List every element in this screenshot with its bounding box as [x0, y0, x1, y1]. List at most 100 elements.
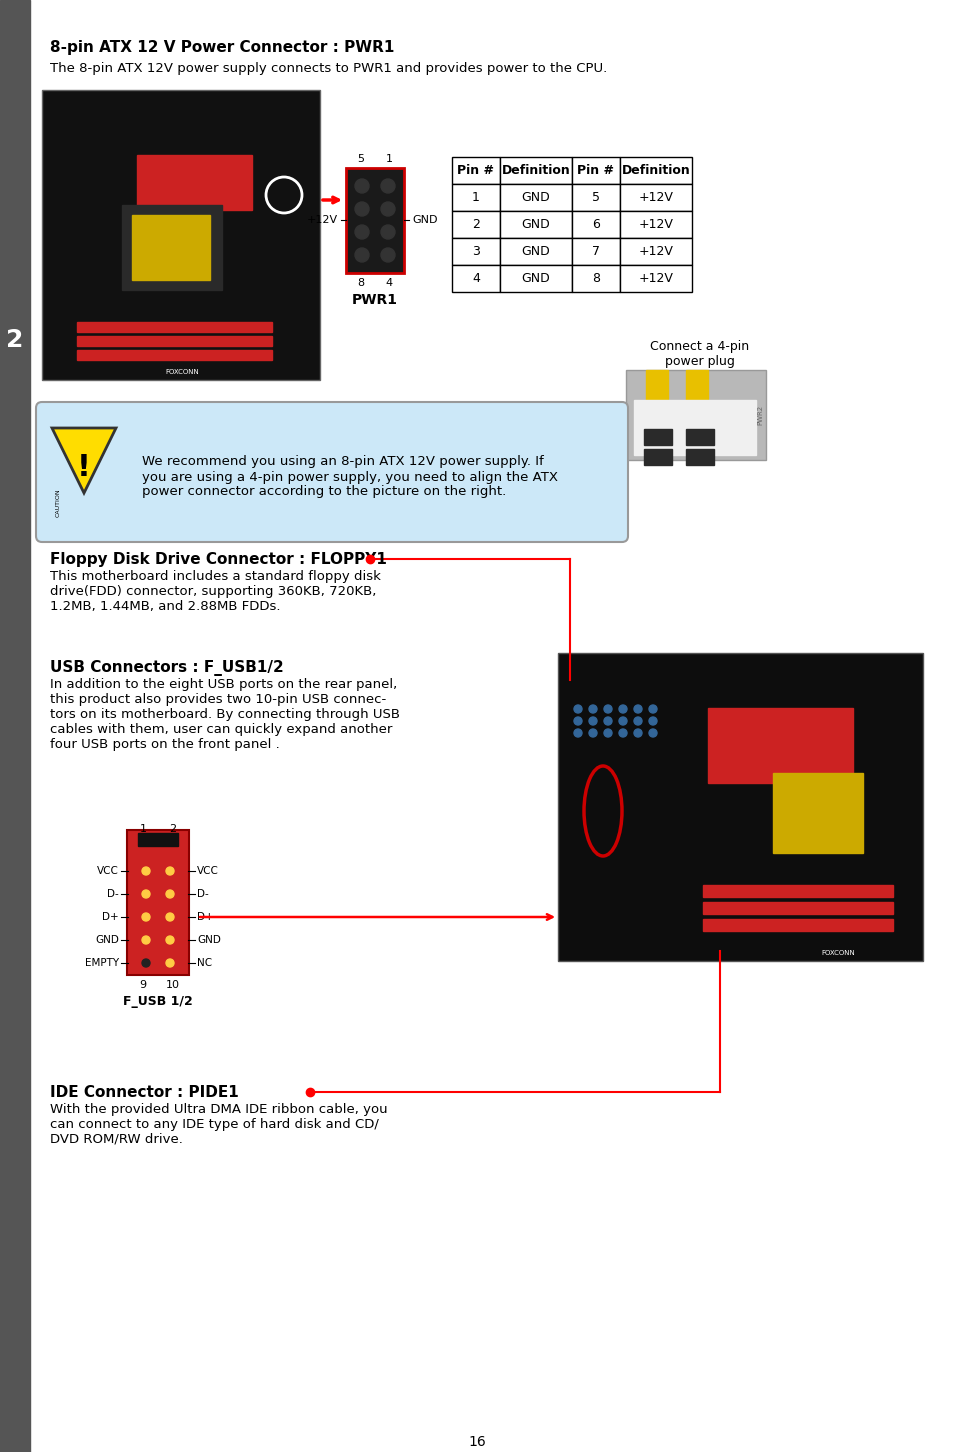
- Circle shape: [574, 717, 581, 725]
- Bar: [572, 238, 619, 266]
- Text: Pin #: Pin #: [457, 164, 494, 177]
- Circle shape: [142, 890, 150, 897]
- Text: Definition: Definition: [501, 164, 570, 177]
- Circle shape: [166, 890, 173, 897]
- Text: 7: 7: [592, 245, 599, 258]
- Circle shape: [142, 913, 150, 921]
- Circle shape: [634, 706, 641, 713]
- Text: D-: D-: [196, 889, 209, 899]
- Bar: [127, 831, 189, 974]
- Circle shape: [634, 717, 641, 725]
- Text: Definition: Definition: [621, 164, 690, 177]
- Text: +12V: +12V: [638, 192, 673, 203]
- Circle shape: [574, 706, 581, 713]
- Text: Pin #: Pin #: [577, 164, 614, 177]
- Text: 10: 10: [166, 980, 180, 990]
- Circle shape: [588, 717, 597, 725]
- Bar: [702, 886, 892, 897]
- Circle shape: [355, 225, 369, 240]
- Text: PWR1: PWR1: [352, 293, 397, 306]
- Bar: [499, 211, 572, 238]
- Text: GND: GND: [196, 935, 221, 945]
- Text: 2: 2: [472, 218, 479, 231]
- Circle shape: [648, 717, 657, 725]
- Text: 5: 5: [357, 154, 364, 164]
- Bar: [643, 449, 671, 465]
- Text: GND: GND: [412, 215, 437, 225]
- Circle shape: [603, 729, 612, 738]
- Text: EMPTY: EMPTY: [85, 958, 119, 968]
- Circle shape: [618, 706, 626, 713]
- Circle shape: [166, 867, 173, 876]
- Bar: [452, 238, 499, 266]
- Circle shape: [142, 867, 150, 876]
- Bar: [122, 205, 222, 290]
- Bar: [132, 215, 210, 280]
- Text: 9: 9: [139, 980, 147, 990]
- Circle shape: [380, 202, 395, 216]
- Text: PWR2: PWR2: [757, 405, 762, 425]
- Bar: [452, 184, 499, 211]
- Text: IDE Connector : PIDE1: IDE Connector : PIDE1: [50, 1085, 238, 1101]
- Text: 5: 5: [592, 192, 599, 203]
- Bar: [572, 184, 619, 211]
- Text: !: !: [77, 453, 91, 482]
- Circle shape: [142, 937, 150, 944]
- Circle shape: [355, 248, 369, 261]
- Bar: [452, 211, 499, 238]
- Text: With the provided Ultra DMA IDE ribbon cable, you
can connect to any IDE type of: With the provided Ultra DMA IDE ribbon c…: [50, 1104, 387, 1146]
- Text: D+: D+: [196, 912, 213, 922]
- Text: +12V: +12V: [307, 215, 337, 225]
- Text: 8: 8: [357, 277, 364, 287]
- Circle shape: [166, 937, 173, 944]
- Bar: [625, 370, 765, 460]
- Text: GND: GND: [521, 272, 550, 285]
- Bar: [77, 350, 272, 360]
- Text: GND: GND: [95, 935, 119, 945]
- Bar: [572, 157, 619, 184]
- Text: In addition to the eight USB ports on the rear panel,
this product also provides: In addition to the eight USB ports on th…: [50, 678, 399, 751]
- Bar: [0, 0, 30, 1452]
- Bar: [619, 266, 691, 292]
- Text: 16: 16: [468, 1435, 485, 1449]
- Text: This motherboard includes a standard floppy disk
drive(FDD) connector, supportin: This motherboard includes a standard flo…: [50, 571, 380, 613]
- Bar: [643, 428, 671, 444]
- Text: 4: 4: [385, 277, 392, 287]
- Bar: [619, 211, 691, 238]
- Circle shape: [603, 717, 612, 725]
- Bar: [452, 266, 499, 292]
- Bar: [138, 833, 178, 847]
- Circle shape: [648, 706, 657, 713]
- Bar: [572, 211, 619, 238]
- Bar: [645, 370, 667, 405]
- Bar: [137, 155, 252, 211]
- Bar: [634, 399, 755, 454]
- Text: GND: GND: [521, 192, 550, 203]
- Text: 6: 6: [592, 218, 599, 231]
- Bar: [499, 238, 572, 266]
- Bar: [499, 266, 572, 292]
- Circle shape: [588, 729, 597, 738]
- Text: FOXCONN: FOXCONN: [165, 369, 198, 375]
- Circle shape: [618, 717, 626, 725]
- Text: +12V: +12V: [638, 245, 673, 258]
- Text: 4: 4: [472, 272, 479, 285]
- Text: 1: 1: [139, 823, 147, 833]
- Circle shape: [574, 729, 581, 738]
- Bar: [77, 335, 272, 346]
- Text: +12V: +12V: [638, 218, 673, 231]
- Text: 2: 2: [170, 823, 176, 833]
- Circle shape: [648, 729, 657, 738]
- Text: FOXCONN: FOXCONN: [821, 950, 854, 955]
- Text: VCC: VCC: [196, 865, 218, 876]
- Bar: [619, 238, 691, 266]
- Circle shape: [142, 958, 150, 967]
- Text: 2: 2: [7, 328, 24, 351]
- Circle shape: [380, 248, 395, 261]
- Bar: [619, 184, 691, 211]
- Bar: [702, 902, 892, 913]
- Bar: [499, 157, 572, 184]
- Bar: [685, 370, 707, 405]
- Circle shape: [634, 729, 641, 738]
- Text: Floppy Disk Drive Connector : FLOPPY1: Floppy Disk Drive Connector : FLOPPY1: [50, 552, 387, 566]
